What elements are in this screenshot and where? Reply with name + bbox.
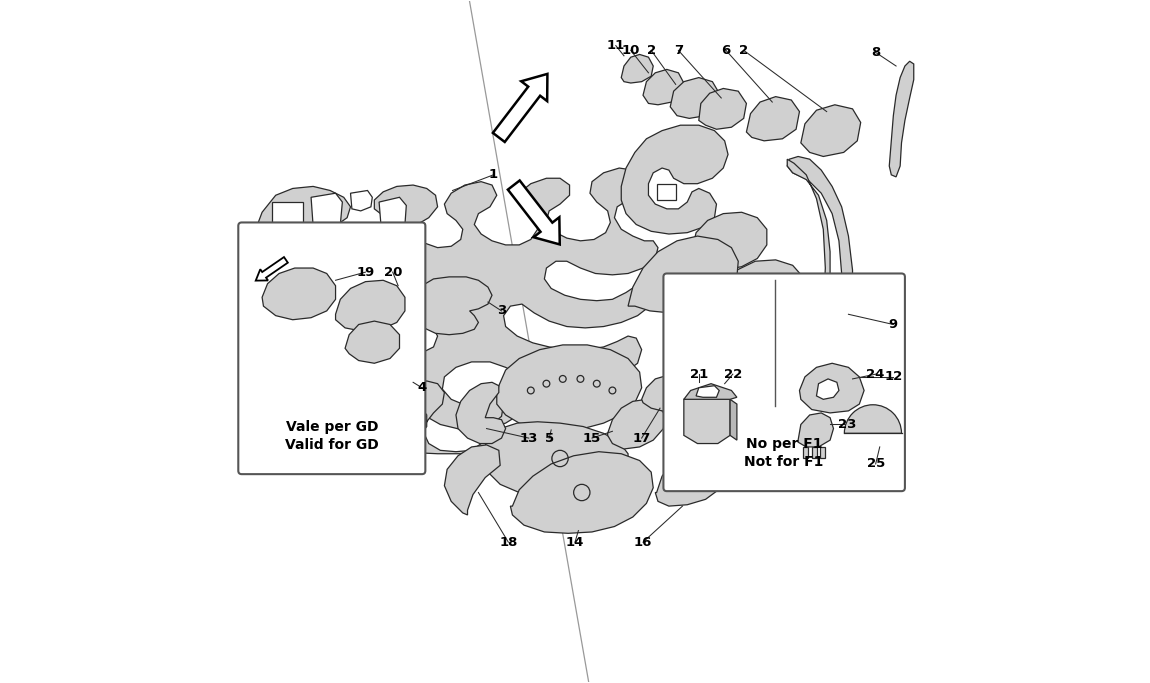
Polygon shape (692, 212, 767, 270)
Polygon shape (497, 345, 642, 430)
Polygon shape (820, 447, 826, 458)
Polygon shape (628, 236, 738, 313)
Polygon shape (273, 202, 302, 236)
Polygon shape (670, 78, 719, 118)
Text: 6: 6 (721, 44, 730, 57)
Text: 8: 8 (871, 46, 880, 59)
Text: 2: 2 (739, 44, 749, 57)
Polygon shape (718, 260, 803, 321)
Polygon shape (788, 156, 852, 400)
Polygon shape (621, 55, 653, 83)
Text: 18: 18 (499, 535, 518, 548)
Text: 1: 1 (489, 168, 498, 182)
Polygon shape (656, 443, 733, 506)
Polygon shape (642, 376, 684, 411)
Polygon shape (699, 89, 746, 129)
Polygon shape (684, 391, 730, 443)
Polygon shape (730, 400, 737, 440)
Polygon shape (798, 413, 834, 447)
Text: 13: 13 (520, 432, 538, 445)
Polygon shape (657, 184, 676, 200)
Text: 15: 15 (583, 432, 601, 445)
Polygon shape (788, 159, 830, 438)
Text: 2: 2 (646, 44, 656, 57)
Text: 23: 23 (838, 418, 857, 431)
Text: 25: 25 (867, 458, 884, 471)
Polygon shape (252, 379, 513, 454)
Polygon shape (351, 191, 373, 211)
Polygon shape (889, 61, 914, 177)
Polygon shape (812, 311, 821, 348)
Text: 19: 19 (356, 266, 375, 279)
FancyArrow shape (255, 257, 288, 281)
FancyArrow shape (508, 180, 560, 245)
Text: 12: 12 (884, 370, 903, 383)
Polygon shape (643, 70, 684, 104)
Text: 3: 3 (497, 305, 506, 318)
Text: 9: 9 (889, 318, 898, 331)
Text: 20: 20 (383, 266, 401, 279)
Polygon shape (327, 322, 424, 384)
Polygon shape (800, 104, 860, 156)
Text: No per F1: No per F1 (746, 436, 822, 451)
FancyBboxPatch shape (664, 273, 905, 491)
Text: 22: 22 (723, 367, 742, 380)
Text: 21: 21 (690, 367, 708, 380)
Polygon shape (483, 422, 628, 497)
Text: 10: 10 (622, 44, 639, 57)
Polygon shape (621, 125, 728, 234)
FancyBboxPatch shape (238, 223, 426, 474)
Text: 24: 24 (866, 367, 884, 380)
Polygon shape (511, 451, 653, 533)
Polygon shape (696, 386, 719, 398)
Polygon shape (812, 447, 818, 458)
Text: 11: 11 (607, 39, 624, 52)
Polygon shape (455, 382, 506, 443)
Polygon shape (444, 445, 500, 515)
Text: 5: 5 (545, 432, 553, 445)
Text: 16: 16 (634, 535, 652, 548)
Polygon shape (816, 379, 840, 400)
Text: Valid for GD: Valid for GD (285, 438, 378, 452)
Text: Not for F1: Not for F1 (744, 455, 823, 469)
Text: 17: 17 (632, 432, 651, 445)
Polygon shape (746, 96, 799, 141)
FancyArrow shape (493, 74, 547, 142)
Polygon shape (262, 268, 336, 320)
Text: 7: 7 (674, 44, 683, 57)
Polygon shape (336, 280, 405, 331)
Polygon shape (242, 168, 658, 430)
Polygon shape (417, 277, 492, 335)
Polygon shape (684, 384, 737, 400)
Text: Vale per GD: Vale per GD (285, 419, 378, 434)
Wedge shape (844, 405, 902, 433)
Polygon shape (310, 193, 343, 227)
Polygon shape (345, 321, 399, 363)
Polygon shape (803, 447, 808, 458)
Polygon shape (607, 400, 665, 449)
Polygon shape (799, 363, 864, 413)
Text: 14: 14 (566, 535, 584, 548)
Text: 4: 4 (417, 381, 427, 394)
Polygon shape (380, 197, 406, 229)
